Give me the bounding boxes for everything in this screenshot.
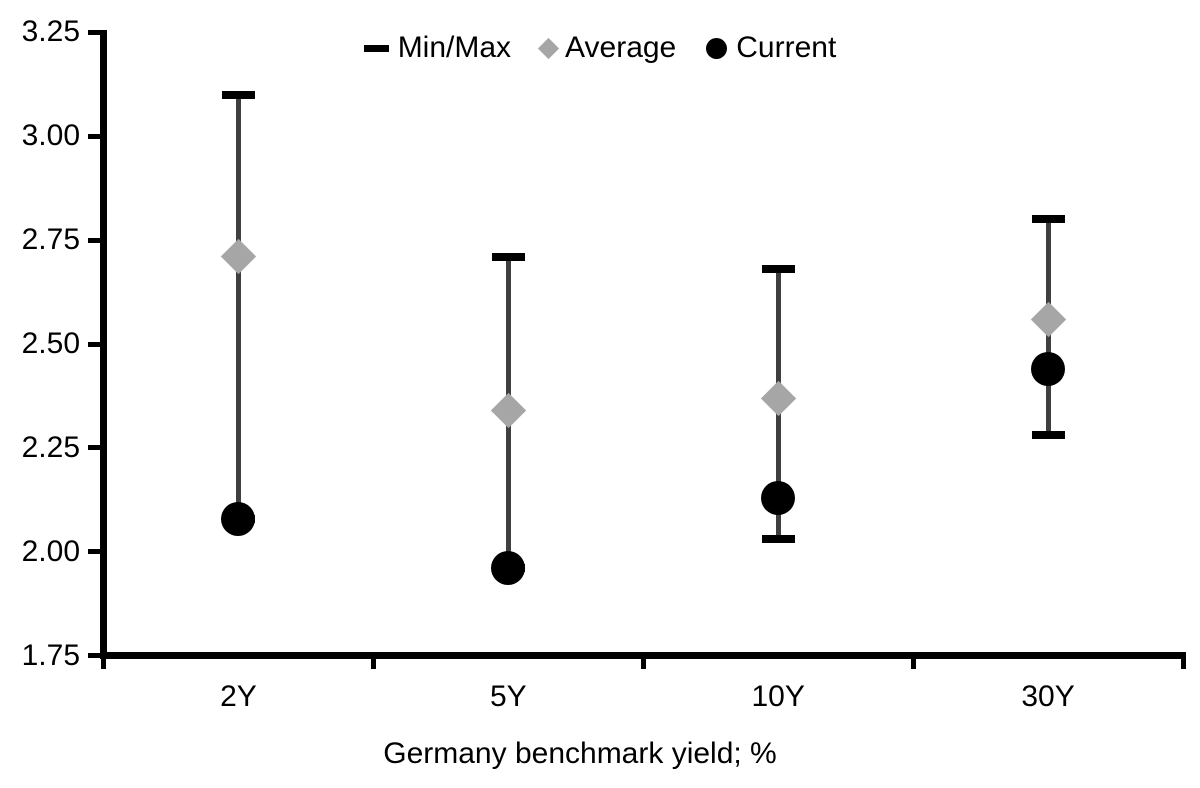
minmax-dash-icon (363, 44, 389, 52)
y-tick-label: 1.75 (21, 638, 80, 672)
y-tick (88, 29, 103, 35)
y-tick-label: 2.50 (21, 327, 80, 360)
min-cap (1031, 431, 1065, 440)
y-tick (88, 237, 103, 243)
x-axis-title: Germany benchmark yield; % (383, 737, 777, 770)
y-tick (88, 445, 103, 451)
y-tick-label: 3.00 (21, 119, 80, 153)
x-tick-label: 5Y (489, 680, 527, 713)
max-cap (1031, 215, 1065, 224)
average-diamond-marker (490, 392, 526, 429)
legend-item-average: Average (537, 31, 677, 65)
x-tick (370, 652, 376, 669)
y-tick-label: 2.75 (21, 223, 80, 257)
legend-label-current: Current (736, 31, 837, 64)
max-cap (761, 265, 795, 274)
legend-label-average: Average (565, 31, 677, 64)
average-diamond-marker (1030, 301, 1066, 337)
y-tick-label: 3.25 (21, 15, 80, 49)
current-circle-marker (221, 501, 256, 536)
x-tick-label: 10Y (751, 680, 805, 713)
range-line (235, 94, 241, 519)
average-diamond-marker (220, 239, 257, 275)
x-tick (1180, 652, 1186, 669)
y-axis-line (100, 30, 107, 659)
y-tick-label: 2.00 (21, 534, 80, 568)
legend-item-minmax: Min/Max (363, 31, 512, 65)
x-tick-label: 2Y (220, 680, 257, 713)
max-cap (221, 90, 255, 99)
legend-item-current: Current (706, 31, 836, 65)
y-tick (88, 549, 103, 555)
x-tick (640, 652, 646, 669)
current-circle-icon (706, 37, 728, 59)
current-circle-marker (1031, 351, 1066, 386)
x-tick (101, 652, 106, 669)
y-tick (88, 653, 103, 659)
y-tick-label: 2.25 (21, 430, 80, 464)
x-tick (910, 652, 916, 669)
y-tick (88, 133, 103, 139)
current-circle-marker (761, 480, 796, 515)
legend-label-minmax: Min/Max (397, 31, 512, 64)
average-diamond-marker (760, 380, 796, 416)
current-circle-marker (491, 551, 526, 586)
min-cap (761, 535, 795, 544)
legend: Min/Max Average Current (0, 31, 1200, 65)
max-cap (491, 252, 525, 261)
y-tick (88, 341, 103, 347)
x-tick-label: 30Y (1021, 680, 1075, 713)
